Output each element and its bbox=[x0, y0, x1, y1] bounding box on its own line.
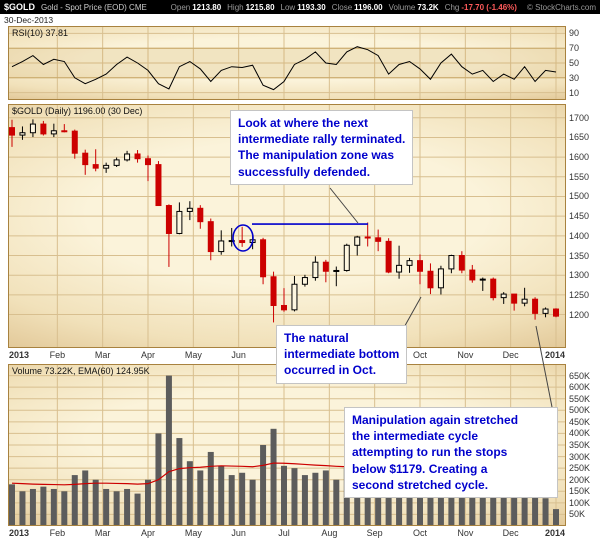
y-axis-label: 500K bbox=[569, 405, 591, 416]
y-axis-label: 10 bbox=[569, 87, 580, 98]
chart-date: 30-Dec-2013 bbox=[4, 15, 54, 25]
y-axis-label: 1350 bbox=[569, 250, 590, 261]
y-axis-label: 1250 bbox=[569, 289, 590, 300]
open-field: Open 1213.80 bbox=[171, 3, 222, 12]
y-axis-label: 30 bbox=[569, 72, 580, 83]
x-axis-label: Sep bbox=[366, 528, 383, 538]
annotation-text-line: The manipulation zone was bbox=[238, 148, 395, 163]
x-axis-label: Apr bbox=[140, 350, 156, 360]
annotation-text-line: the intermediate cycle bbox=[352, 429, 479, 444]
price-panel-label: $GOLD (Daily) 1196.00 (30 Dec) bbox=[12, 106, 143, 116]
high-value: 1215.80 bbox=[245, 2, 275, 12]
change-label: Chg bbox=[444, 2, 460, 12]
y-axis-label: 650K bbox=[569, 370, 591, 381]
annotation-text-line: second stretched cycle. bbox=[352, 477, 489, 492]
rsi-panel-label: RSI(10) 37.81 bbox=[12, 28, 69, 38]
x-axis-label: Jul bbox=[278, 528, 290, 538]
y-axis-label: 90 bbox=[569, 28, 580, 39]
x-axis-label: Apr bbox=[140, 528, 156, 538]
annotation-text-line: Manipulation again stretched bbox=[352, 413, 519, 427]
x-axis-label: Dec bbox=[502, 528, 519, 538]
close-label: Close bbox=[331, 2, 353, 12]
y-axis-label: 1550 bbox=[569, 171, 590, 182]
y-axis-label: 550K bbox=[569, 393, 591, 404]
x-axis-label: Oct bbox=[412, 350, 428, 360]
annotation-text-line: Look at where the next bbox=[238, 116, 369, 130]
x-axis-label: Jun bbox=[231, 528, 246, 538]
quote-fields: Open 1213.80 High 1215.80 Low 1193.30 Close… bbox=[171, 3, 517, 12]
low-label: Low bbox=[280, 2, 296, 12]
x-axis-label: 2013 bbox=[9, 350, 30, 360]
y-axis-label: 1450 bbox=[569, 211, 590, 222]
x-axis-label: Mar bbox=[94, 350, 111, 360]
open-value: 1213.80 bbox=[192, 2, 222, 12]
ticker-description: Gold - Spot Price (EOD) CME bbox=[41, 2, 147, 12]
y-axis-label: 1400 bbox=[569, 230, 590, 241]
x-axis-label: May bbox=[184, 528, 202, 538]
y-axis-label: 70 bbox=[569, 43, 580, 54]
y-axis-label: 600K bbox=[569, 382, 591, 393]
volume-label: Volume bbox=[388, 2, 416, 12]
y-axis-label: 200K bbox=[569, 474, 591, 485]
annotation-text-line: intermediate bottom bbox=[284, 347, 400, 362]
annotation-box-rally-terminated: Look at where the next intermediate rally… bbox=[230, 110, 414, 185]
x-axis-label: Jun bbox=[231, 350, 246, 360]
annotation-text-line: intermediate rally terminated. bbox=[238, 132, 406, 147]
x-axis-label: 2013 bbox=[9, 528, 30, 538]
x-axis-label: 2014 bbox=[545, 528, 566, 538]
high-field: High 1215.80 bbox=[227, 3, 274, 12]
x-axis-label: Feb bbox=[49, 350, 66, 360]
volume-field: Volume 73.2K bbox=[389, 3, 439, 12]
x-axis-label: Dec bbox=[502, 350, 519, 360]
annotation-text-line: The natural bbox=[284, 331, 349, 345]
y-axis-label: 1650 bbox=[569, 132, 590, 143]
rsi-panel bbox=[8, 26, 566, 100]
x-axis-label: Oct bbox=[412, 528, 428, 538]
change-value: -17.70 (-1.46%) bbox=[461, 2, 517, 12]
x-axis-label: Mar bbox=[94, 528, 111, 538]
chart-header: $GOLD Gold - Spot Price (EOD) CME Open 12… bbox=[0, 0, 600, 14]
low-value: 1193.30 bbox=[297, 2, 326, 12]
annotation-box-natural-bottom: The natural intermediate bottom occurred i… bbox=[276, 325, 408, 384]
volume-value: 73.2K bbox=[417, 2, 439, 12]
stockcharts-credit-link[interactable]: © StockCharts.com bbox=[526, 2, 596, 12]
volume-panel-label: Volume 73.22K, EMA(60) 124.95K bbox=[12, 366, 150, 376]
y-axis-label: 1300 bbox=[569, 270, 590, 281]
low-field: Low 1193.30 bbox=[281, 3, 326, 12]
y-axis-label: 1700 bbox=[569, 112, 590, 123]
annotation-text-line: below $1179. Creating a bbox=[352, 461, 488, 476]
open-label: Open bbox=[170, 2, 191, 12]
y-axis-label: 150K bbox=[569, 486, 591, 497]
change-field: Chg -17.70 (-1.46%) bbox=[445, 3, 517, 12]
x-axis-label: Nov bbox=[457, 528, 474, 538]
y-axis-label: 100K bbox=[569, 497, 591, 508]
annotation-text-line: attempting to run the stops bbox=[352, 445, 508, 460]
x-axis-label: Nov bbox=[457, 350, 474, 360]
y-axis-label: 50 bbox=[569, 58, 580, 68]
y-axis-label: 1600 bbox=[569, 152, 590, 163]
y-axis-label: 1200 bbox=[569, 309, 590, 320]
x-axis-label: Aug bbox=[321, 528, 338, 538]
annotation-text-line: successfully defended. bbox=[238, 164, 371, 179]
close-field: Close 1196.00 bbox=[332, 3, 383, 12]
annotation-text-line: occurred in Oct. bbox=[284, 363, 377, 378]
close-value: 1196.00 bbox=[354, 2, 383, 12]
y-axis-label: 250K bbox=[569, 463, 591, 474]
y-axis-label: 450K bbox=[569, 416, 591, 427]
y-axis-label: 400K bbox=[569, 428, 591, 439]
y-axis-label: 50K bbox=[569, 509, 586, 520]
x-axis-label: May bbox=[184, 350, 202, 360]
y-axis-label: 350K bbox=[569, 440, 591, 450]
y-axis-label: 300K bbox=[569, 451, 591, 462]
x-axis-label: Feb bbox=[49, 528, 66, 538]
ticker-symbol: $GOLD bbox=[4, 2, 36, 12]
high-label: High bbox=[227, 2, 244, 12]
annotation-box-stretched-cycle: Manipulation again stretched the intermed… bbox=[344, 407, 558, 498]
y-axis-label: 1500 bbox=[569, 191, 590, 202]
x-axis-label: 2014 bbox=[545, 350, 566, 360]
